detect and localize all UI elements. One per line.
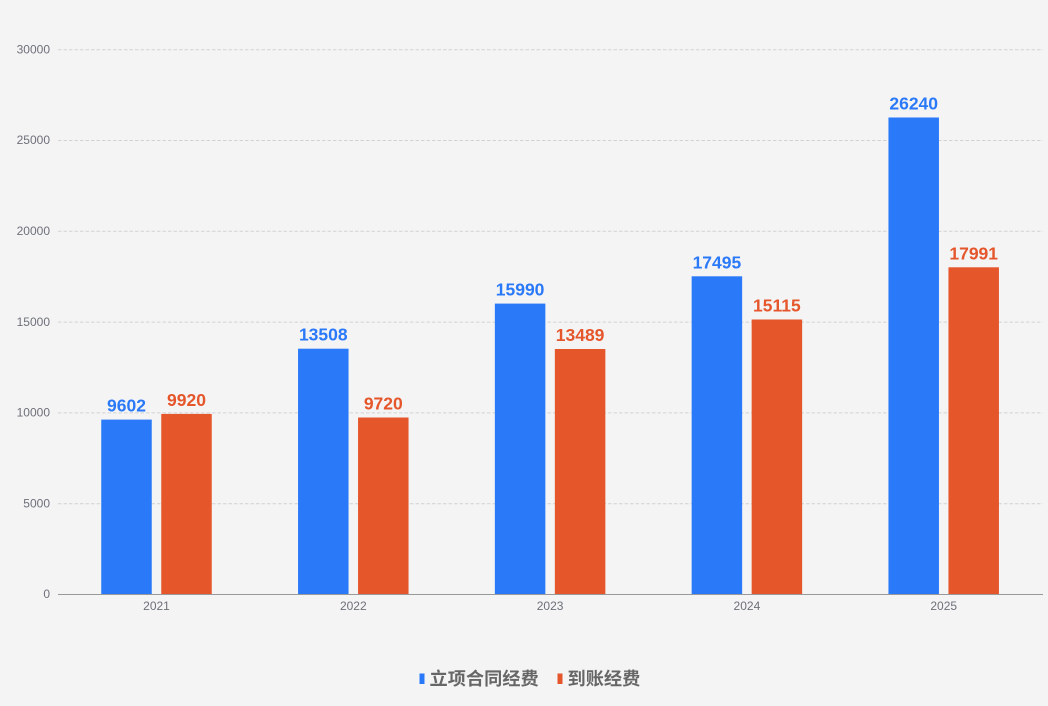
svg-text:2022: 2022: [340, 599, 367, 613]
svg-text:20000: 20000: [17, 224, 51, 238]
svg-text:17495: 17495: [693, 252, 742, 272]
svg-text:15990: 15990: [496, 280, 545, 300]
svg-text:15115: 15115: [753, 296, 801, 316]
svg-text:15000: 15000: [17, 315, 51, 329]
svg-text:5000: 5000: [23, 496, 50, 510]
svg-text:30000: 30000: [17, 42, 51, 56]
svg-text:9920: 9920: [167, 390, 206, 410]
svg-text:0: 0: [43, 587, 50, 601]
svg-text:9602: 9602: [107, 396, 146, 416]
svg-text:26240: 26240: [889, 94, 938, 114]
svg-text:25000: 25000: [17, 133, 51, 147]
svg-text:2023: 2023: [537, 599, 564, 613]
svg-text:17991: 17991: [949, 243, 998, 263]
svg-text:13489: 13489: [556, 325, 605, 345]
svg-text:2021: 2021: [143, 599, 170, 613]
svg-text:9720: 9720: [364, 394, 403, 414]
svg-text:2025: 2025: [930, 599, 957, 613]
svg-text:10000: 10000: [17, 406, 51, 420]
svg-text:13508: 13508: [299, 325, 348, 345]
svg-text:2024: 2024: [734, 599, 761, 613]
